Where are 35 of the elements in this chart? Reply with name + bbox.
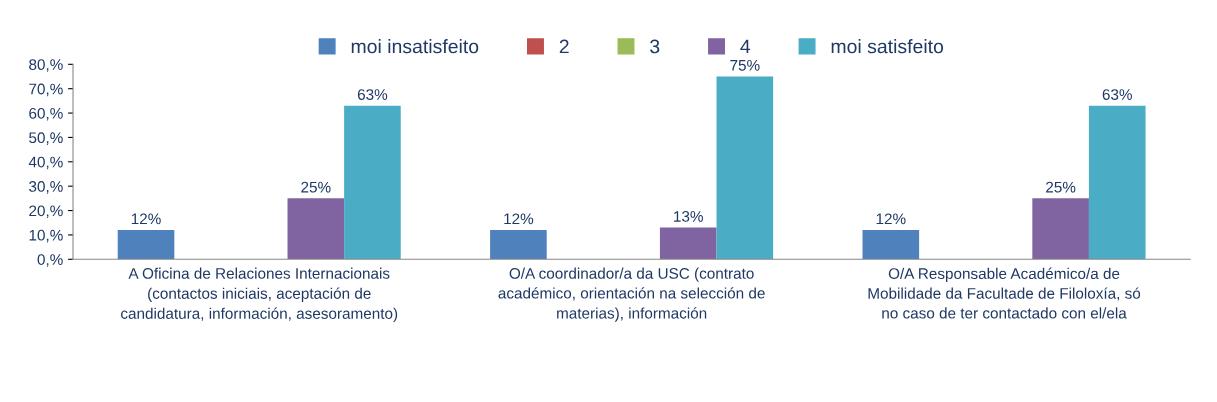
y-tick-label: 40,% xyxy=(28,156,63,170)
y-tick-label: 0,% xyxy=(37,254,63,267)
bar xyxy=(862,230,920,260)
x-tick-label: O/A Responsable Académico/a de Mobilidade da Facultade de Filoloxía, só no caso de ter contactado con el/ela xyxy=(868,267,1141,319)
legend-label: 2 xyxy=(559,39,569,54)
data-label: 63% xyxy=(1102,89,1132,100)
data-label: 12% xyxy=(131,213,161,225)
bar xyxy=(1088,105,1146,260)
x-tick-label: A Oficina de Relaciones Internacionais (contactos iniciais, aceptación de candidatura, información, asesoramento) xyxy=(121,267,398,322)
data-label: 12% xyxy=(876,213,906,225)
y-tick-label: 50,% xyxy=(29,132,63,145)
data-label: 25% xyxy=(1046,181,1076,193)
y-tick-label: 60,% xyxy=(29,107,63,121)
y-tick-label: 70,% xyxy=(29,83,63,97)
data-label: 25% xyxy=(301,181,331,193)
bar xyxy=(117,230,175,260)
y-tick-label: 20,% xyxy=(29,205,63,219)
bar xyxy=(659,227,717,260)
bar xyxy=(1032,198,1089,260)
bar xyxy=(344,105,401,260)
y-tick-label: 10,% xyxy=(29,229,63,243)
bar xyxy=(287,198,345,260)
legend-label: moi insatisfeito xyxy=(351,39,479,54)
x-tick-label: O/A coordinador/a da USC (contrato académico, orientación na selección de materias), información xyxy=(498,267,765,322)
data-label: 75% xyxy=(730,59,760,71)
data-label: 13% xyxy=(674,210,703,222)
legend-label: 3 xyxy=(650,39,660,54)
y-tick-label: 30,% xyxy=(29,181,63,194)
bar xyxy=(490,230,547,260)
y-tick-label: 80,% xyxy=(29,59,63,72)
bar xyxy=(716,76,774,260)
legend-label: moi satisfeito xyxy=(831,39,944,54)
legend-label: 4 xyxy=(740,39,751,54)
data-label: 12% xyxy=(504,213,534,225)
data-label: 63% xyxy=(357,89,388,100)
